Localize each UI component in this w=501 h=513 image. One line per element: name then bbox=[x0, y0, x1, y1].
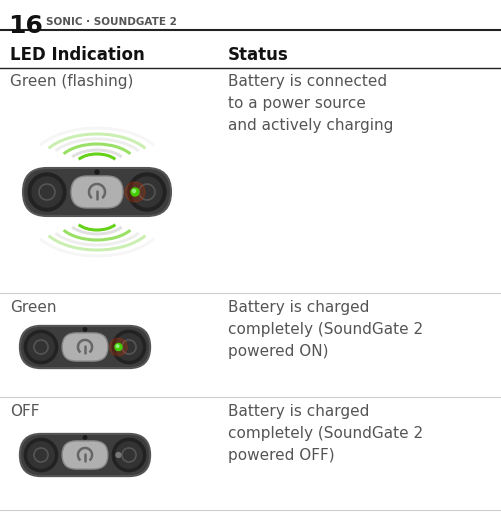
Circle shape bbox=[132, 177, 162, 207]
Circle shape bbox=[112, 438, 145, 472]
Circle shape bbox=[116, 442, 142, 468]
Text: Battery is charged
completely (SoundGate 2
powered OFF): Battery is charged completely (SoundGate… bbox=[227, 404, 422, 463]
Circle shape bbox=[115, 344, 122, 350]
FancyBboxPatch shape bbox=[62, 333, 108, 361]
Circle shape bbox=[83, 328, 87, 331]
FancyBboxPatch shape bbox=[62, 441, 108, 469]
Circle shape bbox=[116, 334, 142, 360]
Wedge shape bbox=[40, 451, 42, 455]
FancyBboxPatch shape bbox=[23, 168, 171, 216]
Circle shape bbox=[24, 438, 58, 472]
Text: Green: Green bbox=[10, 300, 57, 315]
FancyBboxPatch shape bbox=[71, 176, 123, 208]
Text: Green (flashing): Green (flashing) bbox=[10, 74, 133, 89]
Circle shape bbox=[32, 177, 62, 207]
Circle shape bbox=[95, 170, 99, 174]
Wedge shape bbox=[128, 344, 130, 347]
Text: Battery is charged
completely (SoundGate 2
powered ON): Battery is charged completely (SoundGate… bbox=[227, 300, 422, 360]
Circle shape bbox=[125, 182, 145, 202]
Text: LED Indication: LED Indication bbox=[10, 46, 144, 64]
FancyBboxPatch shape bbox=[20, 434, 150, 476]
Circle shape bbox=[28, 173, 66, 211]
Text: OFF: OFF bbox=[10, 404, 40, 419]
Circle shape bbox=[132, 189, 135, 192]
Wedge shape bbox=[128, 451, 130, 455]
Wedge shape bbox=[40, 344, 42, 347]
Text: Status: Status bbox=[227, 46, 288, 64]
FancyBboxPatch shape bbox=[20, 326, 150, 368]
Circle shape bbox=[112, 330, 145, 364]
Wedge shape bbox=[145, 188, 148, 192]
Circle shape bbox=[24, 330, 58, 364]
Circle shape bbox=[109, 338, 127, 356]
Circle shape bbox=[131, 188, 139, 196]
Text: 16: 16 bbox=[8, 14, 43, 38]
Circle shape bbox=[28, 334, 54, 360]
Circle shape bbox=[116, 345, 119, 347]
Text: SONIC · SOUNDGATE 2: SONIC · SOUNDGATE 2 bbox=[46, 17, 176, 27]
Circle shape bbox=[83, 436, 87, 439]
Text: Battery is connected
to a power source
and actively charging: Battery is connected to a power source a… bbox=[227, 74, 393, 133]
Circle shape bbox=[116, 452, 121, 458]
Circle shape bbox=[28, 442, 54, 468]
Circle shape bbox=[128, 173, 166, 211]
Wedge shape bbox=[46, 188, 48, 192]
